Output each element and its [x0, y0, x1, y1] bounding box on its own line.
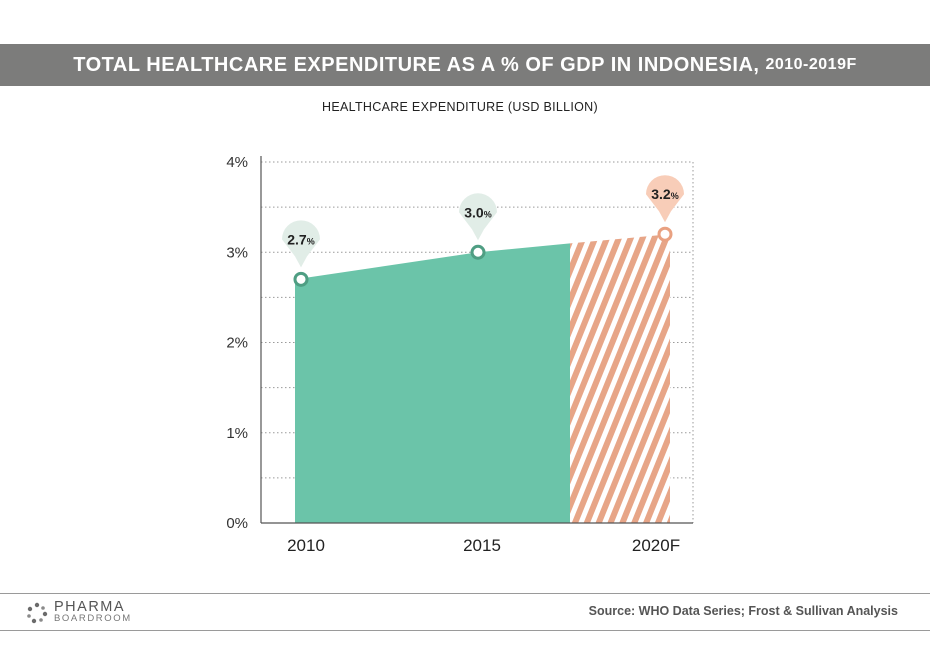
y-tick-label: 1%	[226, 425, 248, 442]
data-label: 2.7%	[287, 231, 314, 247]
logo-sub-text: BOARDROOM	[54, 613, 132, 624]
y-tick-label: 0%	[226, 515, 248, 532]
data-point-marker	[657, 226, 673, 242]
y-tick-label: 2%	[226, 335, 248, 352]
title-bar: TOTAL HEALTHCARE EXPENDITURE AS A % OF G…	[0, 44, 930, 86]
source-note: Source: WHO Data Series; Frost & Sulliva…	[588, 604, 898, 618]
data-label: 3.0%	[464, 204, 491, 220]
area-forecast	[570, 234, 670, 523]
area-actual	[295, 243, 570, 523]
logo-main-text: PHARMA	[54, 599, 126, 615]
x-tick-label: 2010	[287, 536, 325, 555]
logo-dots-icon	[27, 602, 48, 624]
data-label-bubble	[282, 220, 320, 268]
data-label: 3.2%	[651, 186, 678, 202]
data-point-marker	[293, 271, 309, 287]
chart-title-years: 2010-2019F	[765, 56, 857, 73]
y-tick-label: 4%	[226, 154, 248, 171]
footer-divider-top	[0, 593, 930, 594]
data-label-bubble	[459, 193, 497, 241]
x-tick-label: 2020F	[632, 536, 680, 555]
footer-divider-bottom	[0, 630, 930, 631]
data-point-marker	[470, 244, 486, 260]
chart-area: 0% 1% 2% 3% 4% 2010 2015 2020F 2.7% 3.0% 3.2%	[226, 154, 694, 555]
pharma-boardroom-logo: PHARMA BOARDROOM	[26, 600, 132, 626]
y-tick-label: 3%	[226, 244, 248, 261]
x-tick-label: 2015	[463, 536, 501, 555]
chart-title: TOTAL HEALTHCARE EXPENDITURE AS A % OF G…	[73, 53, 760, 76]
chart-subtitle: HEALTHCARE EXPENDITURE (USD BILLION)	[322, 100, 598, 114]
data-label-bubble	[646, 175, 684, 223]
